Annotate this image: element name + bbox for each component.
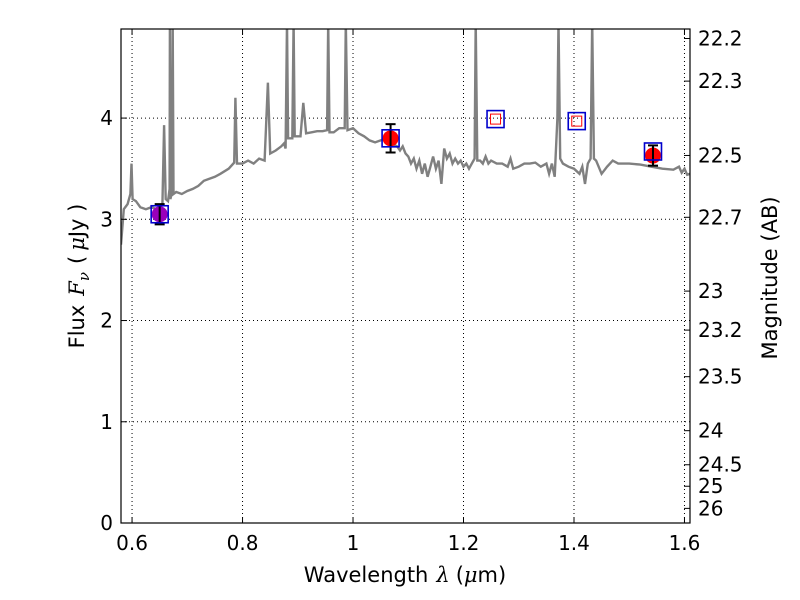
x-tick-label: 0.8 [227,531,259,555]
x-tick-label: 1.6 [669,531,701,555]
x-tick-label: 1.4 [558,531,590,555]
synthetic-point [486,109,505,129]
magnitude-tick-label: 26 [698,496,723,520]
magnitude-tick-label: 24 [698,419,723,443]
magnitude-tick-label: 23 [698,279,723,303]
magnitude-tick-label: 23.2 [698,318,743,342]
y-tick-label: 1 [100,410,113,434]
magnitude-tick-label: 22.2 [698,26,743,50]
y-axis-label: FluxFν(μJy ) [65,204,93,349]
plot-frame [120,28,691,524]
magnitude-tick-label: 22.5 [698,143,743,167]
magnitude-tick-label: 22.7 [698,205,743,229]
magnitude-tick-label: 24.5 [698,453,743,477]
x-tick-labels: 0.6 0.8 1 1.2 1.4 1.6 [116,531,700,555]
x-tick-label: 0.6 [116,531,148,555]
magnitude-tick-label: 22.3 [698,69,743,93]
synthetic-point [381,129,400,148]
synthetic-photometry [150,109,663,224]
y-tick-labels: 0 1 2 3 4 [100,106,113,535]
synthetic-point [643,142,663,161]
synthetic-point [567,111,587,131]
x-axis-label: Wavelength λ (μm) [304,563,506,587]
x-tick-label: 1 [347,531,360,555]
magnitude-tick-label: 23.5 [698,365,743,389]
synthetic-point-inner [571,115,583,127]
x-tick-label: 1.2 [448,531,480,555]
model-spectrum-line [121,29,690,245]
magnitude-axis-label: Magnitude (AB) [758,196,782,359]
axis-ticks [121,29,690,524]
synthetic-point [150,204,169,224]
magnitude-tick-label: 25 [698,474,723,498]
y-tick-label: 4 [100,106,113,130]
y-tick-label: 0 [100,511,113,535]
plot-background [121,29,690,523]
synthetic-point-inner [490,113,502,125]
y-tick-label: 3 [100,207,113,231]
y-tick-label: 2 [100,309,113,333]
